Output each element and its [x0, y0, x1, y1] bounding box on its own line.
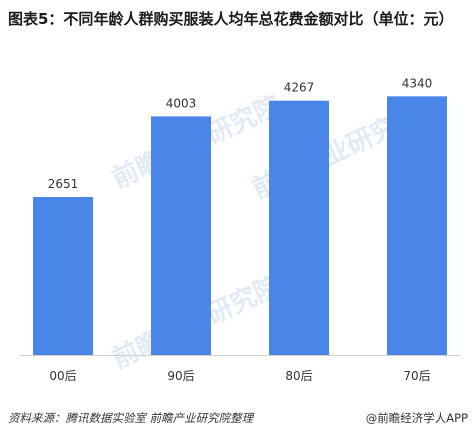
bar-00后	[33, 197, 93, 355]
data-label: 4340	[402, 76, 433, 90]
bar-80后	[269, 100, 329, 355]
x-tick-label: 90后	[167, 369, 194, 383]
x-tick-label: 80后	[285, 369, 312, 383]
data-label: 4003	[166, 96, 197, 110]
data-label: 4267	[284, 81, 315, 95]
labels-layer: 2651 00后 4003 90后 4267 80后 4340 70后	[48, 76, 433, 383]
bar-90后	[151, 116, 211, 355]
bars-layer	[33, 96, 447, 355]
source-note: 资料来源：腾讯数据实验室 前瞻产业研究院整理	[8, 411, 254, 425]
data-label: 2651	[48, 177, 79, 191]
footer: 资料来源：腾讯数据实验室 前瞻产业研究院整理 @前瞻经济学人APP	[8, 410, 468, 430]
bar-70后	[387, 96, 447, 355]
x-tick-label: 70后	[403, 369, 430, 383]
x-tick-label: 00后	[49, 369, 76, 383]
brand-credit: @前瞻经济学人APP	[365, 411, 468, 425]
chart-title: 图表5：不同年龄人群购买服装人均年总花费金额对比（单位：元）	[8, 10, 454, 28]
